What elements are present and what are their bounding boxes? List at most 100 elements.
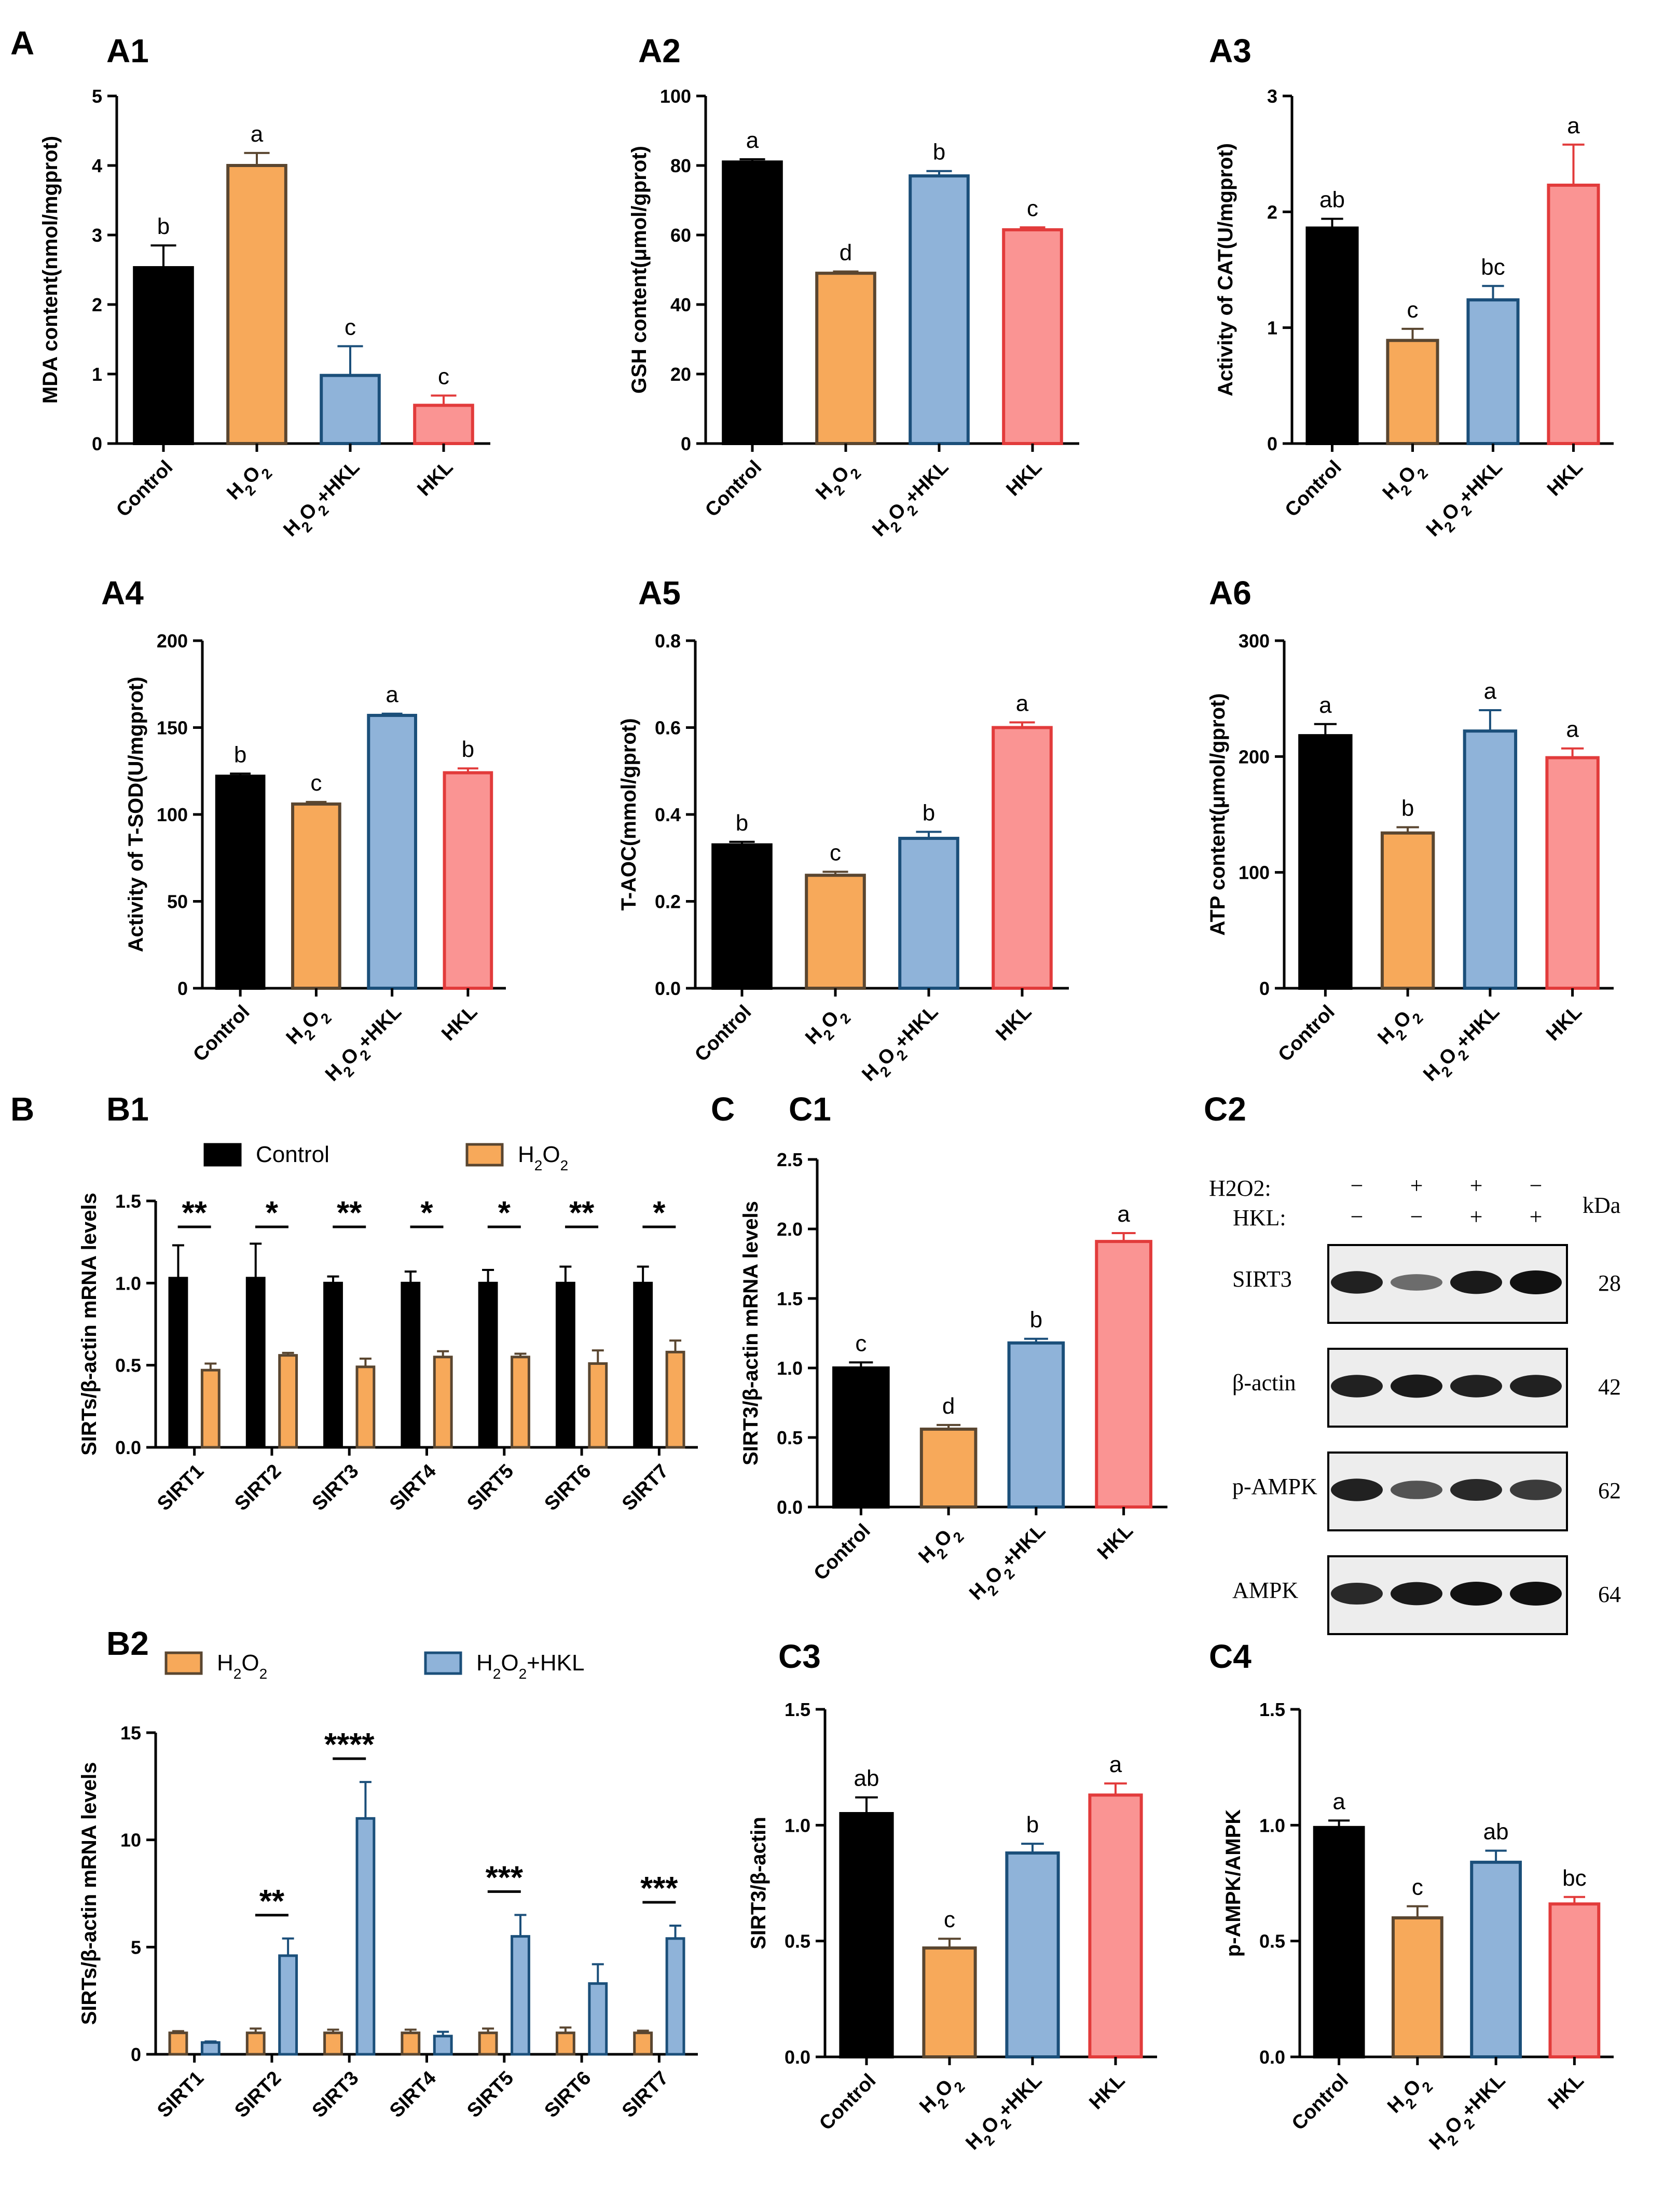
x-tick-label: Control [810, 1520, 875, 1585]
x-tick-label: HKL [437, 1001, 482, 1045]
y-tick-label: 5 [92, 86, 102, 107]
significance-letter: c [345, 314, 356, 340]
significance-letter: b [736, 810, 748, 836]
y-tick-label: 150 [157, 717, 188, 739]
significance-letter: bc [1481, 254, 1505, 280]
bar [1002, 228, 1063, 445]
x-tick-label: H2O2 [1383, 2070, 1436, 2122]
bar [1463, 729, 1518, 990]
significance-letter: a [1319, 693, 1332, 718]
y-tick-label: 0.5 [777, 1427, 803, 1448]
bar [1005, 1851, 1060, 2059]
x-tick-label: Control [189, 1001, 254, 1066]
bar [1470, 1860, 1522, 2059]
x-tick-label: Control [701, 457, 766, 521]
bar [1386, 339, 1439, 445]
bar [839, 1812, 894, 2058]
y-tick-label: 1.5 [777, 1288, 803, 1309]
y-tick-label: 4 [92, 155, 102, 176]
chart-title: A1 [106, 32, 149, 70]
y-tick-label: 5 [131, 1937, 141, 1958]
wb-band [1510, 1480, 1562, 1500]
x-tick-label: SIRT6 [541, 1460, 596, 1515]
wb-h2o2-sign: + [1470, 1173, 1483, 1198]
x-tick-label: H2O2+HKL [1422, 457, 1511, 546]
significance-letter: b [923, 800, 935, 826]
chart-title: A6 [1209, 574, 1251, 612]
significance-letter: c [1027, 196, 1038, 221]
x-tick-label: SIRT7 [618, 1460, 673, 1515]
y-tick-label: 0.5 [115, 1355, 141, 1376]
y-tick-label: 2.0 [777, 1219, 803, 1240]
y-tick-label: 0.0 [115, 1437, 141, 1458]
legend-swatch [164, 1651, 203, 1675]
y-tick-label: 200 [157, 630, 188, 652]
bar [168, 2031, 188, 2056]
wb-band-label: p-AMPK [1232, 1474, 1317, 1499]
chart-b1: 0.0 0.5 1.0 1.5 SIRTs/β-actin mRNA levels B1 *… [78, 1090, 698, 1515]
x-tick-label: HKL [1544, 2070, 1588, 2114]
wb-band [1331, 1271, 1383, 1294]
significance-letter: b [1026, 1812, 1039, 1837]
significance-letter: a [1117, 1201, 1130, 1227]
significance-letter: b [234, 742, 246, 767]
x-tick-label: H2O2+HKL [1425, 2070, 1515, 2159]
wb-band-label: SIRT3 [1232, 1266, 1292, 1292]
legend-swatch [203, 1143, 242, 1167]
y-tick-label: 0.4 [655, 804, 681, 825]
bar [401, 1281, 421, 1449]
significance-letter: a [746, 128, 759, 153]
y-tick-label: 0 [1259, 978, 1270, 999]
significance-letter: a [1484, 679, 1497, 704]
y-tick-label: 2 [1267, 201, 1277, 223]
bar [1391, 1916, 1443, 2058]
x-tick-label: Control [1281, 457, 1346, 521]
bar [168, 1277, 188, 1449]
y-tick-label: 100 [1239, 862, 1270, 883]
bar [588, 1982, 608, 2056]
bar [320, 374, 381, 445]
wb-h2o2-sign: − [1351, 1173, 1364, 1198]
y-tick-label: 1 [1267, 317, 1277, 339]
x-tick-label: H2O2 [1379, 457, 1431, 509]
significance-letter: ab [854, 1766, 879, 1791]
y-tick-label: 0.0 [785, 2047, 810, 2068]
bar [511, 1356, 530, 1449]
bar [805, 874, 866, 990]
y-axis-label: GSH content(μmol/gprot) [628, 146, 651, 394]
significance-letter: c [855, 1331, 866, 1356]
wb-kda-value: 28 [1598, 1270, 1621, 1296]
wb-kda-label: kDa [1583, 1193, 1620, 1218]
bar [1547, 183, 1600, 445]
chart-c4: 0.0 0.5 1.0 1.5 p-AMPK/AMPK C4 a Control c H2O2 ab… [1209, 1638, 1614, 2159]
significance-stars: **** [324, 1727, 375, 1763]
panel-letter-c: C [711, 1090, 735, 1128]
y-axis-label: ATP content(μmol/gprot) [1206, 693, 1229, 935]
bar [200, 2041, 221, 2056]
y-tick-label: 0.0 [1259, 2047, 1285, 2068]
y-tick-label: 1.5 [1259, 1699, 1285, 1720]
y-tick-label: 0.6 [655, 717, 681, 739]
wb-band [1391, 1481, 1442, 1499]
bar [1380, 831, 1435, 990]
chart-title: C4 [1209, 1638, 1251, 1675]
wb-kda-value: 62 [1598, 1478, 1621, 1503]
x-tick-label: SIRT3 [308, 1460, 363, 1515]
significance-letter: ab [1483, 1819, 1509, 1844]
bar [478, 2031, 498, 2056]
wb-band [1450, 1270, 1502, 1294]
significance-letter: c [1407, 297, 1419, 323]
significance-letter: a [251, 121, 264, 147]
significance-stars: ** [182, 1195, 208, 1231]
y-tick-label: 1.5 [115, 1191, 141, 1212]
x-tick-label: HKL [1093, 1520, 1137, 1564]
significance-stars: *** [640, 1871, 678, 1906]
y-tick-label: 2 [92, 294, 102, 315]
chart-a5: 0.0 0.2 0.4 0.6 0.8 T-AOC(mmol/gprot) A5 b Contr… [617, 574, 1069, 1086]
y-tick-label: 2.5 [777, 1149, 803, 1170]
western-blot-c2: C2 H2O2: HKL: kDa − − + − + + − + SIRT3 28 β-acti… [1204, 1090, 1621, 1635]
x-tick-label: H2O2 [1373, 1001, 1426, 1054]
x-tick-label: HKL [1085, 2070, 1129, 2114]
legend-label: H2O2 [217, 1650, 267, 1682]
wb-kda-value: 42 [1598, 1374, 1621, 1400]
